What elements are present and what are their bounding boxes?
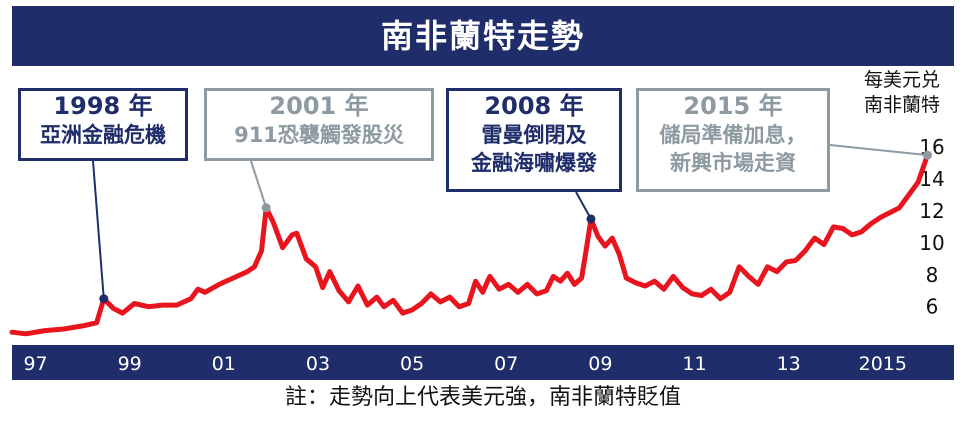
callout-2001-leader xyxy=(250,160,268,209)
x-tick-label: 11 xyxy=(682,353,706,375)
x-tick-label: 97 xyxy=(23,353,47,375)
callout-2015-year: 2015 年 xyxy=(683,92,783,120)
callout-2001: 2001 年 911恐襲觸發股災 xyxy=(204,88,434,161)
callout-1998-year: 1998 年 xyxy=(53,92,153,120)
x-tick-label: 99 xyxy=(118,353,142,375)
x-tick-label: 05 xyxy=(400,353,424,375)
y-tick-label: 10 xyxy=(919,231,944,255)
series-line xyxy=(9,152,930,337)
callout-2015-desc-line-1: 儲局準備加息， xyxy=(659,123,807,147)
callout-2008-leader xyxy=(575,191,592,220)
callout-2001-year: 2001 年 xyxy=(269,92,369,120)
x-tick-label: 07 xyxy=(494,353,518,375)
x-axis-bar xyxy=(12,345,954,380)
x-tick-label: 01 xyxy=(212,353,236,375)
callout-2015-marker xyxy=(923,150,933,160)
unit-label-line-1: 每美元兑 xyxy=(863,69,940,91)
x-tick-label: 2015 xyxy=(859,353,907,375)
chart-title: 南非蘭特走勢 xyxy=(12,6,954,66)
x-tick-label: 09 xyxy=(588,353,612,375)
x-tick-label: 13 xyxy=(777,353,801,375)
callout-2001-desc: 911恐襲觸發股災 xyxy=(234,123,404,147)
callout-2008-year: 2008 年 xyxy=(484,92,584,120)
callout-1998-marker xyxy=(99,294,109,304)
callout-2008-marker xyxy=(586,214,596,224)
callout-2015-leader xyxy=(829,144,928,157)
callout-2001-marker xyxy=(261,203,271,213)
callout-2008: 2008 年 雷曼倒閉及 金融海嘯爆發 xyxy=(446,88,622,192)
callout-2015-desc-line-2: 新興市場走資 xyxy=(670,151,796,175)
callout-1998-leader xyxy=(92,160,105,299)
x-tick-label: 03 xyxy=(306,353,330,375)
y-axis-unit-label: 每美元兑 南非蘭特 xyxy=(850,68,954,118)
callout-2008-desc-line-1: 雷曼倒閉及 xyxy=(481,123,587,147)
y-tick-label: 6 xyxy=(926,295,939,319)
y-tick-label: 12 xyxy=(919,199,944,223)
footnote: 註：走勢向上代表美元強，南非蘭特貶值 xyxy=(284,385,681,410)
y-tick-label: 8 xyxy=(926,263,939,287)
callout-1998: 1998 年 亞洲金融危機 xyxy=(18,88,188,161)
unit-label-line-2: 南非蘭特 xyxy=(863,94,940,116)
callout-1998-desc: 亞洲金融危機 xyxy=(40,123,166,147)
callout-2008-desc-line-2: 金融海嘯爆發 xyxy=(471,151,597,175)
callout-2015: 2015 年 儲局準備加息， 新興市場走資 xyxy=(636,88,830,192)
